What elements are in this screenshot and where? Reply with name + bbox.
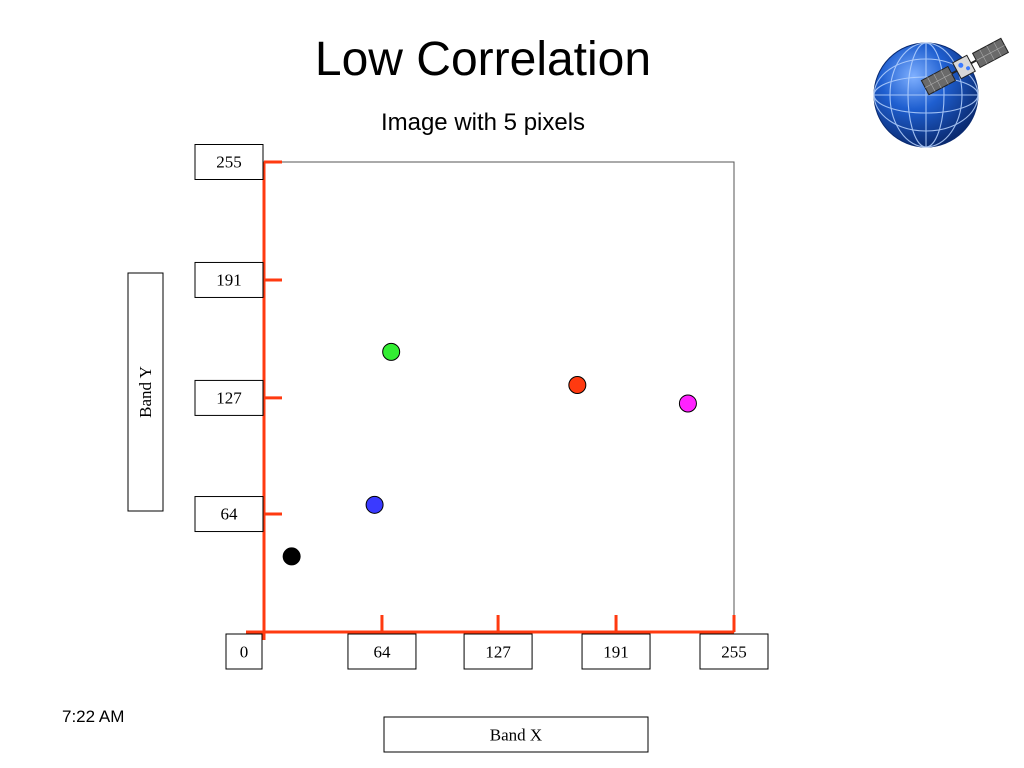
y-tick-label-box [194,379,264,416]
data-point [365,495,384,514]
y-tick-label-box [194,496,264,533]
y-tick-label: 64 [221,505,239,524]
x-tick-label: 255 [721,643,747,662]
x-tick-label-box [699,633,769,670]
y-tick-label-box [194,261,264,298]
data-point [678,394,697,413]
y-axis-label-box [127,272,164,512]
y-tick-label: 255 [216,153,242,172]
plot-frame [263,161,735,633]
x-tick-label: 191 [603,643,629,662]
y-tick-label-box [194,144,264,180]
satellite-globe-icon [873,37,1010,148]
y-axis-label: Band Y [136,366,155,418]
x-tick-label: 127 [485,643,511,662]
timestamp: 7:22 AM [62,707,125,726]
x-tick-label-box [463,633,533,670]
slide-title: Low Correlation [314,33,652,86]
x-tick-label-box [347,633,417,670]
data-point [382,342,401,361]
tick-labels: 0 64 127 191 255 64 127 191 255 [194,144,769,670]
slide-subtitle: Image with 5 pixels [380,109,586,136]
x-axis-label: Band X [490,726,542,745]
y-tick-label: 127 [216,388,242,407]
y-tick-label: 191 [216,270,242,289]
x-axis-label-box [383,716,649,753]
data-points [282,342,697,566]
x-tick-label: 0 [240,643,249,662]
x-tick-label-box [225,633,263,670]
data-point [568,376,587,395]
axes [246,160,736,640]
data-point [282,547,301,566]
x-tick-label: 64 [373,643,391,662]
x-tick-label-box [581,633,651,670]
